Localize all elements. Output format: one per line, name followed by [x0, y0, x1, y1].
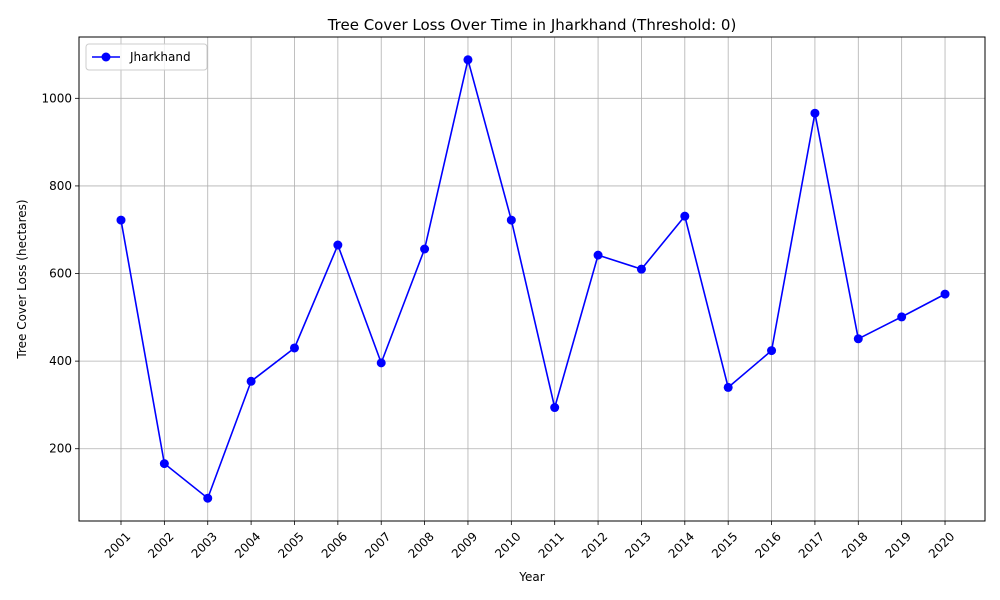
data-point	[159, 459, 169, 469]
series-line	[120, 59, 946, 500]
chart-title: Tree Cover Loss Over Time in Jharkhand (…	[327, 16, 737, 34]
y-tick-label: 200	[49, 442, 72, 456]
y-tick-label: 1000	[41, 91, 72, 105]
legend-label: Jharkhand	[129, 50, 191, 64]
data-point	[420, 244, 430, 254]
plot-frame	[78, 36, 986, 522]
data-point	[897, 312, 907, 322]
y-axis-title: Tree Cover Loss (hectares)	[15, 199, 29, 359]
data-point	[767, 346, 777, 356]
data-point	[463, 55, 473, 65]
data-point	[940, 289, 950, 299]
legend: Jharkhand	[85, 43, 208, 71]
data-point	[550, 403, 560, 413]
data-point	[506, 215, 516, 225]
data-point	[593, 250, 603, 260]
y-tick-label: 600	[49, 267, 72, 281]
data-point	[289, 343, 299, 353]
data-point	[853, 334, 863, 344]
data-point	[376, 358, 386, 368]
data-point	[810, 108, 820, 118]
data-point	[246, 376, 256, 386]
data-point	[333, 240, 343, 250]
legend-box	[85, 43, 208, 71]
y-tick-label: 800	[49, 179, 72, 193]
series-layer	[116, 55, 950, 503]
legend-marker-swatch	[101, 52, 111, 62]
x-axis-title: Year	[518, 570, 544, 584]
y-axis-ticks: 200 400 600 800 1000	[41, 91, 79, 456]
grid-lines	[79, 37, 985, 521]
data-point	[680, 211, 690, 221]
y-tick-label: 400	[49, 354, 72, 368]
data-point	[636, 264, 646, 274]
data-point	[116, 215, 126, 225]
data-point	[723, 382, 733, 392]
data-point	[203, 493, 213, 503]
